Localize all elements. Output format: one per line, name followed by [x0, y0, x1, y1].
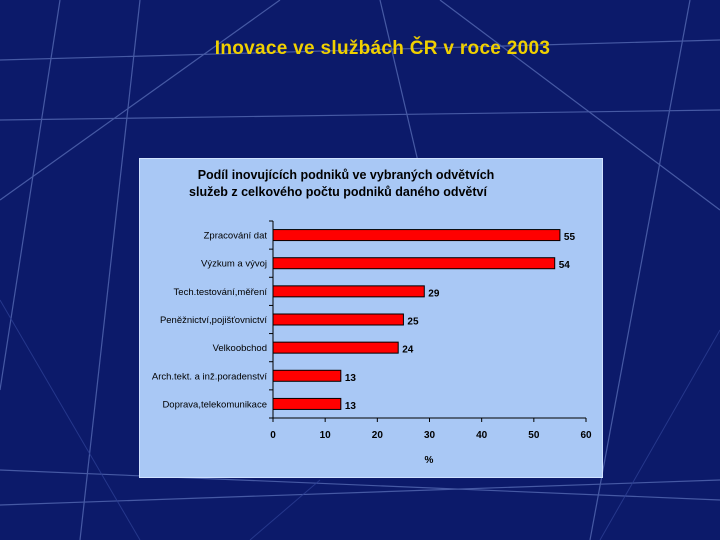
data-label: 13: [345, 401, 357, 412]
x-tick-label: 40: [476, 430, 488, 441]
category-label: Tech.testování,měření: [174, 287, 268, 298]
chart-title-line-2: služeb z celkového počtu podniků daného …: [189, 185, 487, 199]
data-label: 13: [345, 373, 357, 384]
category-label: Zpracování dat: [204, 231, 268, 242]
x-tick-label: 0: [270, 430, 276, 441]
x-tick-label: 30: [424, 430, 436, 441]
category-label: Arch.tekt. a inž.poradenství: [152, 371, 267, 382]
bar: [272, 229, 561, 242]
data-label: 25: [407, 317, 419, 328]
chart-title-line-1: Podíl inovujících podniků ve vybraných o…: [198, 168, 495, 182]
category-label: Velkoobchod: [213, 343, 267, 354]
category-label: Peněžnictví,pojišťovnictví: [160, 315, 267, 326]
bar: [272, 369, 342, 382]
plot-area: 0 10 20 30 40 50 60 Zpracování dat 55 Výzkum a vý…: [152, 220, 592, 441]
chart-panel: Podíl inovujících podniků ve vybraných o…: [139, 158, 603, 478]
bar: [272, 257, 556, 270]
slide-title: Inovace ve službách ČR v roce 2003: [214, 38, 551, 59]
x-tick-label: 10: [320, 430, 332, 441]
x-axis-title: %: [425, 455, 434, 466]
category-label: Doprava,telekomunikace: [162, 399, 267, 410]
x-tick-label: 50: [528, 430, 540, 441]
data-label: 24: [402, 345, 414, 356]
bar: [272, 313, 404, 326]
category-label: Výzkum a vývoj: [201, 259, 267, 270]
bar: [272, 341, 399, 354]
bar: [272, 397, 342, 410]
bar-chart: Podíl inovujících podniků ve vybraných o…: [152, 168, 592, 466]
x-tick-label: 60: [580, 430, 592, 441]
data-label: 29: [428, 288, 440, 299]
data-label: 54: [559, 260, 571, 271]
x-tick-label: 20: [372, 430, 384, 441]
bar: [272, 285, 425, 298]
data-label: 55: [564, 232, 576, 243]
